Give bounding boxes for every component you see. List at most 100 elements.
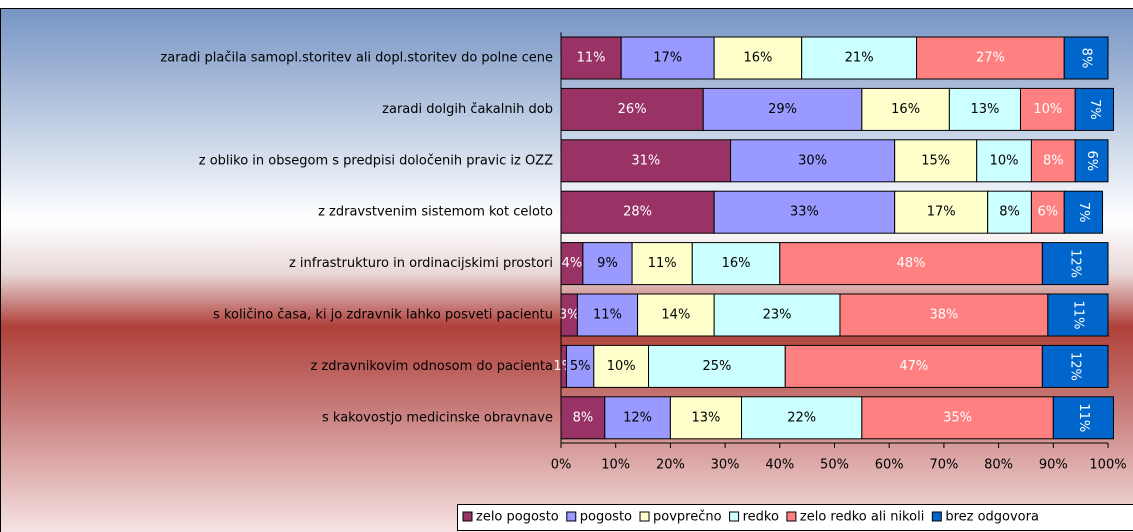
value-label: 16% (743, 51, 772, 66)
bar-segment (861, 396, 1054, 440)
bar-segment (741, 396, 863, 440)
bar-segment (565, 344, 595, 388)
bar-segment (560, 190, 715, 234)
value-label: 16% (891, 102, 920, 117)
value-label: 14% (661, 308, 690, 323)
value-label: 17% (927, 205, 956, 220)
value-label: 7% (1076, 202, 1091, 223)
value-label: 11% (577, 51, 606, 66)
value-label: 11% (593, 308, 622, 323)
value-label: 29% (768, 102, 797, 117)
bar-segment (560, 87, 704, 131)
legend-label: pogosto (580, 510, 632, 525)
legend-swatch (786, 511, 797, 522)
value-label: 4% (562, 256, 583, 271)
value-label: 23% (763, 308, 792, 323)
value-label: 8% (573, 410, 594, 425)
value-label: 47% (899, 359, 928, 374)
value-label: 8% (1043, 153, 1064, 168)
bar-segment (669, 396, 743, 440)
value-label: 6% (1084, 150, 1099, 171)
category-label: s količino časa, ki jo zdravnik lahko po… (213, 308, 553, 323)
value-label: 25% (702, 359, 731, 374)
bar-segment (1030, 139, 1076, 183)
value-label: 13% (970, 102, 999, 117)
legend-swatch (566, 511, 577, 522)
value-label: 12% (1068, 352, 1083, 381)
bar-segment (713, 36, 803, 80)
bar-segment (713, 293, 841, 337)
x-tick-label: 80% (984, 458, 1013, 473)
bar-segment (1074, 87, 1114, 131)
bar-segment (1030, 190, 1065, 234)
category-label: z infrastrukturo in ordinacijskimi prost… (289, 256, 553, 271)
value-label: 31% (631, 153, 660, 168)
value-label: 22% (787, 410, 816, 425)
legend-label: redko (743, 510, 779, 525)
bar-segment (861, 87, 950, 131)
bar-segment (713, 190, 896, 234)
value-label: 3% (559, 308, 580, 323)
bar-segment (620, 36, 715, 80)
category-label: s kakovostjo medicinske obravnave (322, 410, 553, 425)
bar-segment (1063, 36, 1109, 80)
value-label: 16% (722, 256, 751, 271)
value-label: 21% (845, 51, 874, 66)
category-label: z zdravstvenim sistemom kot celoto (318, 205, 553, 220)
category-label: z zdravnikovim odnosom do pacienta (310, 359, 553, 374)
value-label: 13% (692, 410, 721, 425)
bar-segment (576, 293, 639, 337)
legend-label: zelo pogosto (476, 510, 559, 525)
value-label: 5% (570, 359, 591, 374)
value-label: 11% (1070, 301, 1085, 330)
bar-segment (593, 344, 650, 388)
x-tick-label: 50% (820, 458, 849, 473)
value-label: 11% (1076, 403, 1091, 432)
value-label: 10% (607, 359, 636, 374)
bar-segment (894, 139, 978, 183)
value-label: 38% (929, 308, 958, 323)
category-label: zaradi dolgih čakalnih dob (382, 102, 553, 117)
category-label: z obliko in obsegom s predpisi določenih… (199, 153, 553, 168)
value-label: 11% (648, 256, 677, 271)
bar-segment (560, 139, 732, 183)
value-label: 8% (1079, 48, 1094, 69)
x-tick-label: 100% (1089, 458, 1126, 473)
value-label: 10% (1033, 102, 1062, 117)
legend-label: brez odgovora (945, 510, 1039, 525)
bar-segment (691, 242, 781, 286)
value-label: 30% (798, 153, 827, 168)
x-tick-label: 30% (711, 458, 740, 473)
x-tick-label: 0% (551, 458, 572, 473)
bar-segment (839, 293, 1049, 337)
legend-swatch (462, 511, 473, 522)
bar-segment (1041, 242, 1109, 286)
value-label: 10% (990, 153, 1019, 168)
value-label: 7% (1087, 99, 1102, 120)
bar-segment (976, 139, 1032, 183)
value-label: 6% (1038, 205, 1059, 220)
x-tick-label: 90% (1039, 458, 1068, 473)
value-label: 28% (623, 205, 652, 220)
x-tick-label: 40% (765, 458, 794, 473)
legend-label: povprečno (653, 510, 722, 525)
value-label: 27% (976, 51, 1005, 66)
value-label: 35% (943, 410, 972, 425)
bar-segment (631, 242, 693, 286)
bar-segment (1052, 396, 1114, 440)
bar-segment (560, 36, 622, 80)
value-label: 17% (653, 51, 682, 66)
bar-segment (648, 344, 786, 388)
x-tick-label: 20% (656, 458, 685, 473)
x-tick-label: 10% (601, 458, 630, 473)
bar-segment (560, 396, 606, 440)
bar-segment (1041, 344, 1109, 388)
bar-segment (894, 190, 989, 234)
bar-segment (948, 87, 1021, 131)
x-tick-label: 70% (929, 458, 958, 473)
bar-segment (784, 344, 1043, 388)
x-tick-label: 60% (875, 458, 904, 473)
value-label: 48% (897, 256, 926, 271)
bar-segment (582, 242, 633, 286)
